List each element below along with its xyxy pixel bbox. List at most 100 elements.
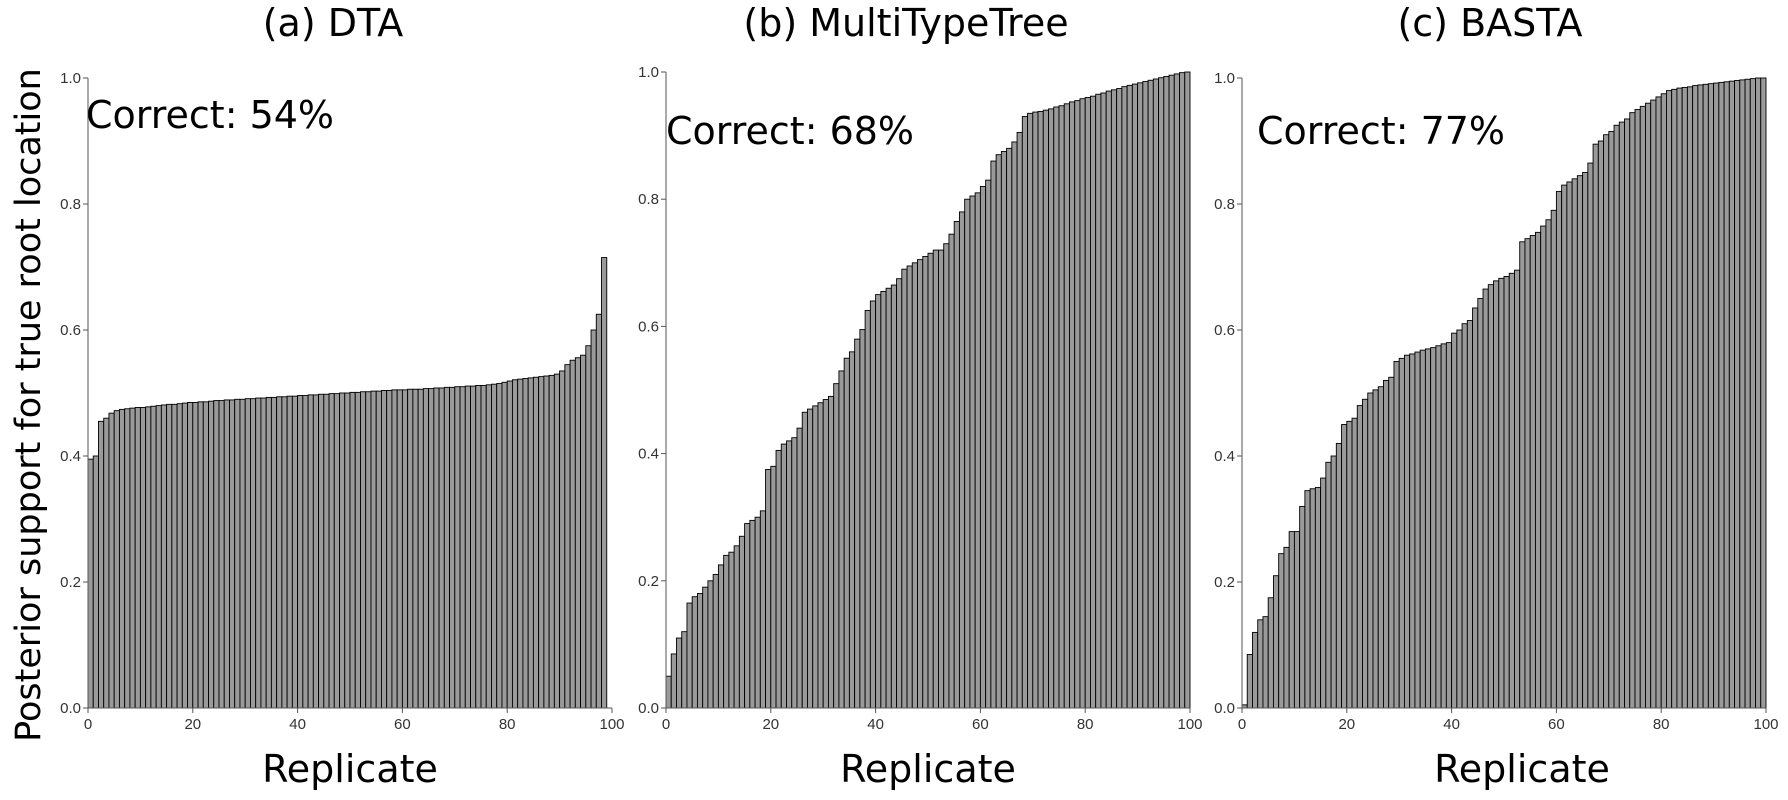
bar xyxy=(590,329,597,709)
bar xyxy=(1734,80,1741,709)
bar xyxy=(585,345,592,709)
bar xyxy=(522,378,529,709)
bar xyxy=(1158,77,1165,709)
bar xyxy=(1304,490,1311,709)
x-tick-label: 0 xyxy=(662,716,670,733)
correct-annotation: Correct: 77% xyxy=(1257,109,1505,153)
bar xyxy=(129,407,136,709)
bar xyxy=(1267,597,1274,709)
bar xyxy=(1095,93,1102,709)
bar xyxy=(1121,86,1128,709)
bar xyxy=(1372,389,1379,709)
bar xyxy=(1309,488,1316,709)
bar xyxy=(223,399,230,709)
panel-title: (a) DTA xyxy=(263,1,404,45)
bar xyxy=(1482,288,1489,709)
bar xyxy=(1016,131,1023,709)
bar xyxy=(1550,209,1557,709)
bar xyxy=(559,370,566,709)
axes: 0.0 0.2 0.4 0.6 0.8 1.0 0 20 40 60 80 100 xyxy=(638,64,1202,733)
bar xyxy=(969,195,976,709)
bar xyxy=(417,388,424,709)
bar xyxy=(807,408,814,709)
bar xyxy=(1597,140,1605,709)
bar xyxy=(574,357,582,709)
bar xyxy=(927,252,934,709)
bar xyxy=(681,631,688,709)
bar xyxy=(1330,455,1337,709)
bar xyxy=(1466,320,1474,709)
bar xyxy=(1676,87,1683,709)
bar xyxy=(1613,124,1620,709)
bar xyxy=(87,458,94,709)
bar xyxy=(181,402,189,709)
bar xyxy=(765,469,772,709)
bar xyxy=(1131,83,1139,709)
bar xyxy=(670,653,677,709)
bar xyxy=(229,399,236,709)
panel-title: (c) BASTA xyxy=(1397,1,1582,45)
bar xyxy=(1718,81,1725,709)
correct-annotation: Correct: 68% xyxy=(666,109,914,153)
x-tick-label: 40 xyxy=(289,716,306,733)
bar xyxy=(712,573,719,709)
bar xyxy=(202,401,209,709)
bar xyxy=(1252,631,1259,709)
bar xyxy=(187,402,194,709)
bar xyxy=(1686,86,1694,709)
bar xyxy=(532,376,540,709)
y-tick-label: 0.0 xyxy=(638,700,659,717)
bar xyxy=(1053,106,1060,709)
bar xyxy=(812,405,819,709)
bar xyxy=(318,393,325,709)
bar xyxy=(1555,190,1563,709)
bar xyxy=(707,580,714,709)
bar xyxy=(1351,417,1358,709)
bar xyxy=(160,404,168,709)
bar xyxy=(511,379,519,709)
bar xyxy=(139,407,147,709)
bar xyxy=(1246,654,1253,709)
bar xyxy=(1477,298,1484,709)
bar xyxy=(501,381,508,709)
bar xyxy=(775,449,782,709)
bar-series xyxy=(87,257,608,709)
bar xyxy=(932,249,939,709)
bar xyxy=(1671,88,1678,709)
bar xyxy=(1655,96,1662,709)
bar xyxy=(375,390,382,709)
y-tick-label: 0.6 xyxy=(638,318,659,335)
bar xyxy=(1037,110,1044,709)
bar xyxy=(1069,101,1076,709)
bar xyxy=(754,516,761,709)
bar xyxy=(312,394,320,709)
y-tick-label: 0.8 xyxy=(1214,196,1235,213)
bar xyxy=(1089,95,1097,709)
bar xyxy=(1493,280,1500,709)
bar xyxy=(517,378,524,709)
bar xyxy=(1110,89,1118,709)
bar xyxy=(480,384,487,709)
bar xyxy=(323,393,330,709)
bar xyxy=(723,554,730,709)
bar xyxy=(255,397,262,709)
bar xyxy=(386,390,393,709)
bar xyxy=(1320,477,1327,709)
bar xyxy=(286,395,293,709)
bar xyxy=(974,192,981,709)
y-tick-label: 0.4 xyxy=(60,448,81,465)
bar xyxy=(1603,134,1610,709)
bar xyxy=(1000,151,1008,709)
bar xyxy=(901,268,908,709)
correct-annotation: Correct: 54% xyxy=(86,93,334,137)
bar xyxy=(1561,184,1568,709)
bar xyxy=(1592,143,1599,709)
y-tick-label: 0.0 xyxy=(60,700,81,717)
bar xyxy=(401,389,409,709)
bar xyxy=(527,377,534,709)
bar xyxy=(1283,546,1290,709)
bar xyxy=(1184,71,1191,709)
bar xyxy=(145,406,152,709)
bar xyxy=(1346,420,1353,709)
bar xyxy=(1173,73,1180,709)
